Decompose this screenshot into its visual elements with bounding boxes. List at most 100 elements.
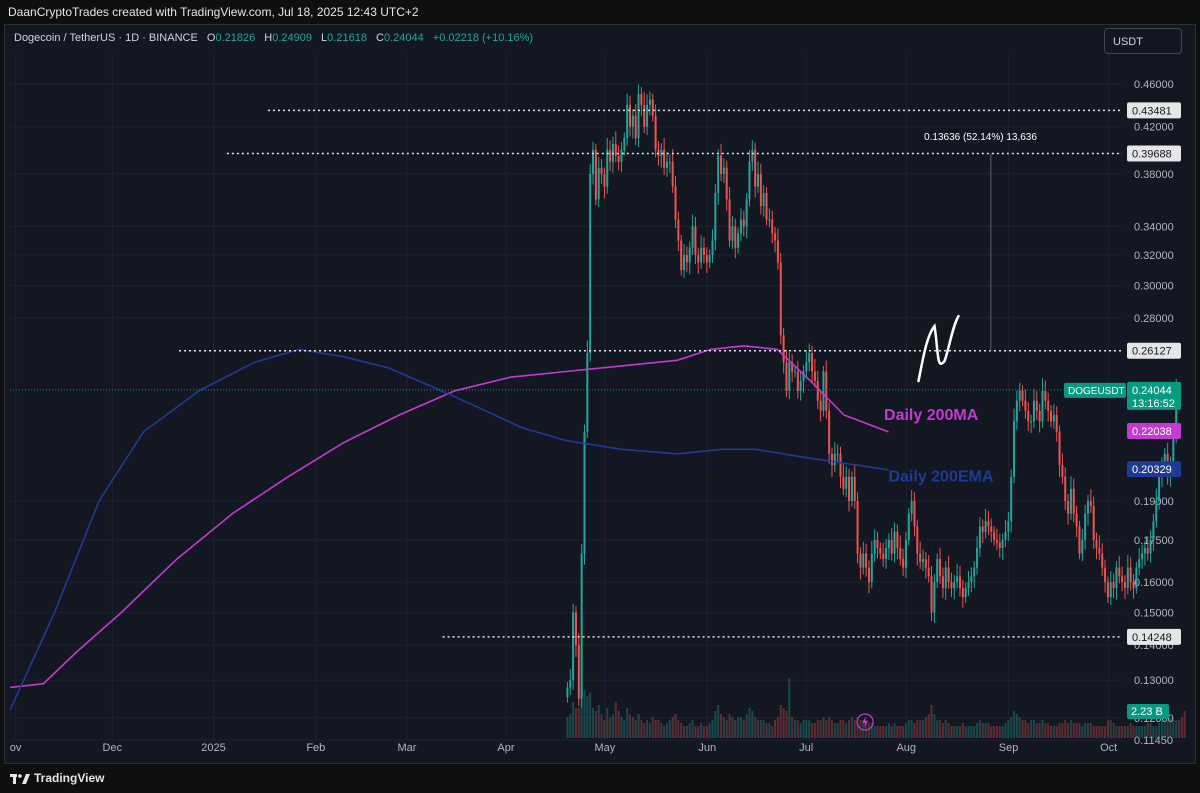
volume-bar: [654, 720, 657, 738]
volume-bar: [765, 723, 768, 738]
candle-body: [850, 476, 853, 502]
x-tick-label: Apr: [497, 742, 514, 754]
volume-bar: [677, 720, 680, 738]
candle-body: [711, 240, 714, 256]
volume-bar: [995, 726, 998, 738]
volume-bar: [944, 720, 947, 738]
price-chart[interactable]: 0.46000 0.42000 0.38000 0.34000 0.32000 0.300…: [4, 24, 1196, 764]
volume-bar: [609, 717, 612, 738]
volume-bar: [865, 720, 868, 738]
level-tag-label: 0.26127: [1132, 346, 1172, 358]
volume-bar: [930, 705, 933, 738]
volume-bar: [1172, 720, 1175, 738]
candle-body: [1089, 501, 1092, 507]
volume-bar: [916, 720, 919, 738]
brand-label: TradingView: [34, 771, 105, 785]
candle-body: [990, 526, 993, 532]
candle-body: [1027, 410, 1030, 422]
volume-bar: [1149, 723, 1152, 738]
current-symbol-label: DOGEUSDT: [1068, 386, 1125, 397]
volume-bar: [1069, 720, 1072, 738]
candle-body: [651, 99, 654, 116]
candle-body: [1050, 410, 1053, 422]
candle-body: [697, 255, 700, 263]
lightning-icon[interactable]: [856, 713, 874, 731]
candle-body: [1123, 582, 1126, 589]
volume-bar: [964, 726, 967, 738]
candle-body: [583, 431, 586, 554]
header-bar: DaanCryptoTrades created with TradingVie…: [0, 0, 1200, 24]
candle-body: [978, 526, 981, 548]
candle-body: [939, 559, 942, 577]
volume-bar: [694, 726, 697, 738]
candle-body: [1132, 582, 1135, 589]
volume-bar: [870, 723, 873, 738]
volume-bar: [970, 726, 973, 738]
candle-body: [1067, 501, 1070, 514]
candle-body: [754, 149, 757, 187]
volume-bar: [913, 723, 916, 738]
candle-body: [762, 192, 765, 207]
candle-body: [867, 567, 870, 583]
level-tag: [1127, 628, 1181, 645]
candle-body: [660, 149, 663, 156]
volume-bar: [887, 723, 890, 738]
volume-bar: [643, 723, 646, 738]
candle-body: [910, 501, 913, 514]
volume-bar: [1013, 711, 1016, 738]
candle-body: [731, 226, 734, 241]
volume-bar: [1075, 723, 1078, 738]
volume-bar: [802, 720, 805, 738]
volume-bar: [856, 717, 859, 738]
volume-bar: [796, 720, 799, 738]
candle-body: [654, 115, 657, 150]
candle-body: [617, 155, 620, 162]
volume-bar: [771, 726, 774, 738]
candle-body: [788, 362, 791, 391]
candle-body: [614, 143, 617, 156]
volume-bar: [754, 717, 757, 738]
volume-bar: [791, 717, 794, 738]
candle-body: [862, 553, 865, 568]
candle-body: [808, 353, 811, 363]
candle-body: [816, 381, 819, 401]
volume-bar: [816, 720, 819, 738]
volume-bar: [936, 720, 939, 738]
candle-body: [1163, 453, 1166, 466]
candle-body: [771, 219, 774, 234]
volume-bar: [1081, 726, 1084, 738]
volume-bar: [830, 720, 833, 738]
y-tick-label: 0.16000: [1134, 577, 1174, 589]
volume-bar: [683, 726, 686, 738]
candle-body: [842, 476, 845, 489]
candle-body: [879, 547, 882, 554]
volume-bar: [981, 723, 984, 738]
candle-body: [836, 453, 839, 455]
volume-bar: [685, 726, 688, 738]
currency-button[interactable]: USDT: [1104, 28, 1182, 54]
level-tag-label: 0.43481: [1132, 105, 1172, 117]
candle-body: [597, 167, 600, 200]
candle-body: [1121, 576, 1124, 583]
candle-body: [1015, 400, 1018, 422]
symbol-name: Dogecoin / TetherUS · 1D · BINANCE: [14, 32, 198, 44]
level-tag: [1127, 102, 1181, 119]
indicator-tag: [1127, 423, 1181, 440]
x-tick-label: Mar: [398, 742, 417, 754]
volume-bar: [708, 723, 711, 738]
volume-bar: [836, 723, 839, 738]
volume-bar: [956, 726, 959, 738]
candle-body: [580, 553, 583, 699]
volume-bar: [742, 720, 745, 738]
volume-bar: [629, 714, 632, 738]
volume-bar: [1169, 717, 1172, 738]
candle-body: [600, 167, 603, 174]
volume-bar: [668, 720, 671, 738]
candle-body: [976, 547, 979, 568]
chart-frame: [4, 24, 1196, 764]
candle-body: [702, 247, 705, 256]
candle-body: [685, 255, 688, 263]
candle-body: [956, 576, 959, 583]
volume-bar: [748, 708, 751, 738]
candle-body: [1129, 567, 1132, 583]
